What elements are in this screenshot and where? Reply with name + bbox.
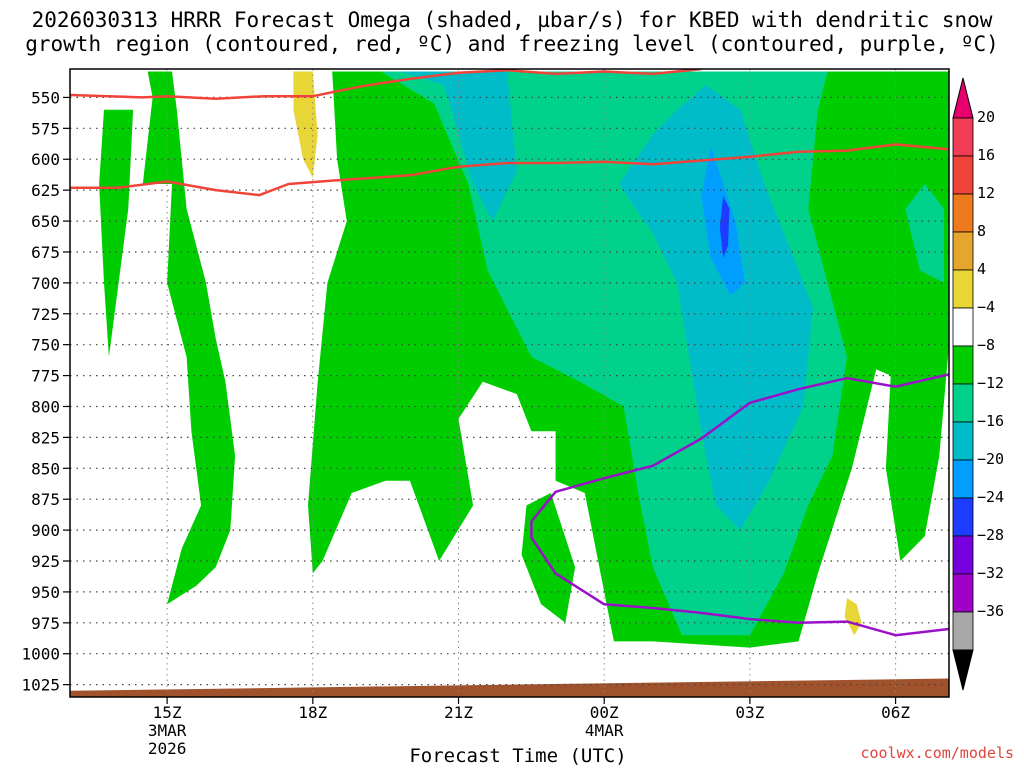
- colorbar-swatch-2: [952, 193, 974, 233]
- x-tick-label-18Z: 18Z: [298, 703, 327, 722]
- colorbar-swatch-10: [952, 497, 974, 537]
- x-tick-sublabel-15Z: 3MAR: [148, 721, 187, 740]
- y-axis: 550 575 600 625 650 675 700 725 750 775 800 825 850 8…: [21, 88, 70, 695]
- colorbar-swatch-4: [952, 269, 974, 309]
- colorbar-label-1: 16: [977, 146, 995, 164]
- colorbar-label-4: 4: [977, 260, 986, 278]
- plot-frame: [69, 68, 950, 698]
- y-tick-label-1000: 1000: [21, 645, 60, 664]
- colorbar-swatch-12: [952, 573, 974, 613]
- y-tick-label-600: 600: [31, 150, 60, 169]
- colorbar-label-3: 8: [977, 222, 986, 240]
- colorbar-label-6: −8: [977, 336, 995, 354]
- omega-region-3: [521, 493, 576, 623]
- omega-region-6: [400, 71, 517, 222]
- x-tick-sublabel-00Z: 4MAR: [585, 721, 624, 740]
- contour-lines-layer: [70, 69, 949, 637]
- omega-region-7: [618, 85, 813, 531]
- colorbar-top-arrow: [952, 77, 974, 119]
- y-tick-label-950: 950: [31, 583, 60, 602]
- colorbar-label-8: −16: [977, 412, 1004, 430]
- colorbar-swatch-3: [952, 231, 974, 271]
- colorbar-label-11: −28: [977, 526, 1004, 544]
- chart-title-line-2: growth region (contoured, red, ºC) and f…: [25, 32, 999, 56]
- colorbar-swatch-1: [952, 155, 974, 195]
- y-tick-label-900: 900: [31, 521, 60, 540]
- y-tick-label-650: 650: [31, 212, 60, 231]
- colorbar-label-5: −4: [977, 298, 995, 316]
- x-axis-label: Forecast Time (UTC): [409, 745, 627, 767]
- colorbar-label-2: 12: [977, 184, 995, 202]
- y-tick-label-825: 825: [31, 428, 60, 447]
- colorbar-swatch-7: [952, 383, 974, 423]
- y-tick-label-925: 925: [31, 552, 60, 571]
- colorbar-swatch-5: [952, 307, 974, 347]
- omega-region-0: [118, 71, 236, 605]
- y-tick-label-700: 700: [31, 274, 60, 293]
- omega-region-9: [719, 196, 730, 259]
- terrain-layer: [70, 678, 949, 697]
- omega-shading-layer: [99, 71, 949, 648]
- x-tick-label-21Z: 21Z: [444, 703, 473, 722]
- colorbar-label-7: −12: [977, 374, 1004, 392]
- colorbar-label-9: −20: [977, 450, 1004, 468]
- colorbar-label-13: −36: [977, 602, 1004, 620]
- colorbar-label-10: −24: [977, 488, 1004, 506]
- omega-region-1: [99, 109, 134, 357]
- colorbar-swatch-0: [952, 117, 974, 157]
- x-tick-label-15Z: 15Z: [153, 703, 182, 722]
- x-tick-year-15Z: 2026: [148, 739, 187, 758]
- y-tick-label-850: 850: [31, 459, 60, 478]
- colorbar-bottom-arrow: [952, 649, 974, 691]
- y-tick-label-750: 750: [31, 336, 60, 355]
- x-tick-label-03Z: 03Z: [735, 703, 764, 722]
- snow-growth-upper-contour: [70, 69, 702, 100]
- credit-text: coolwx.com/models: [860, 744, 1014, 762]
- y-tick-label-725: 725: [31, 305, 60, 324]
- terrain-wedge: [70, 678, 949, 697]
- colorbar-label-12: −32: [977, 564, 1004, 582]
- y-tick-label-775: 775: [31, 367, 60, 386]
- colorbar-swatch-9: [952, 459, 974, 499]
- colorbar-swatch-13: [952, 611, 974, 651]
- y-tick-label-625: 625: [31, 181, 60, 200]
- colorbar: 20 16 12 8 4 −4 −8 −12 −16 −20 −24 −28 −32 −36: [952, 77, 1004, 691]
- omega-region-10: [293, 71, 318, 178]
- y-tick-label-575: 575: [31, 119, 60, 138]
- y-tick-label-675: 675: [31, 243, 60, 262]
- x-tick-label-00Z: 00Z: [590, 703, 619, 722]
- y-tick-label-550: 550: [31, 88, 60, 107]
- snow-growth-lower-contour: [70, 143, 949, 197]
- colorbar-swatch-6: [952, 345, 974, 385]
- omega-region-11: [844, 598, 862, 636]
- colorbar-swatch-8: [952, 421, 974, 461]
- grid-layer: [70, 69, 949, 697]
- y-tick-label-1025: 1025: [21, 676, 60, 695]
- freezing-level-contour: [530, 373, 949, 637]
- y-tick-label-875: 875: [31, 490, 60, 509]
- omega-region-5: [905, 184, 945, 283]
- colorbar-swatch-11: [952, 535, 974, 575]
- y-tick-label-975: 975: [31, 614, 60, 633]
- x-tick-label-06Z: 06Z: [881, 703, 910, 722]
- colorbar-label-0: 20: [977, 108, 995, 126]
- y-tick-label-800: 800: [31, 397, 60, 416]
- chart-title-line-1: 2026030313 HRRR Forecast Omega (shaded, …: [31, 8, 993, 32]
